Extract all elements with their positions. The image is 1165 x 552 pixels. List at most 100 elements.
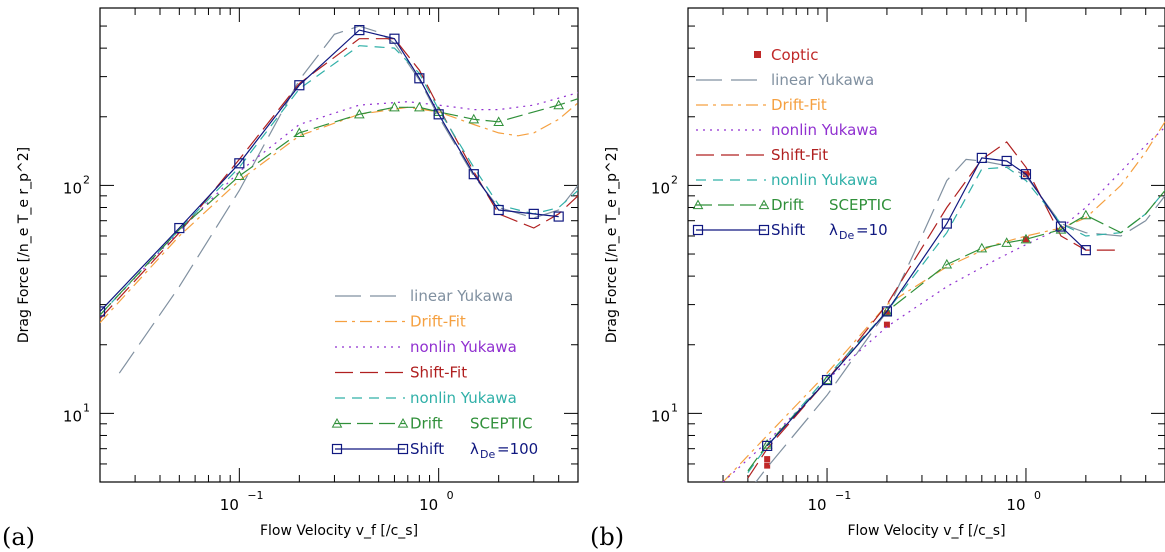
lambda-subscript: De — [480, 448, 495, 461]
x-tick-label: 10 — [419, 496, 438, 514]
series-line — [100, 102, 578, 324]
square-marker — [976, 152, 987, 164]
legend-label: nonlin Yukawa — [410, 389, 517, 407]
legend-label: Coptic — [771, 46, 818, 64]
square-marker — [941, 218, 952, 229]
series-linear-yukawa — [755, 158, 1165, 482]
series-shift-fit — [100, 38, 578, 320]
triangle-marker — [1080, 209, 1092, 220]
legend-item: nonlin Yukawa — [335, 338, 517, 356]
square-marker — [1055, 221, 1067, 232]
series-line — [100, 38, 578, 320]
square-marker — [414, 73, 425, 84]
y-tick-exponent: 2 — [83, 173, 90, 186]
y-tick-label: 10 — [651, 179, 670, 197]
series-shift-fit — [747, 141, 1121, 479]
legend-item: Drift — [331, 415, 443, 433]
square-marker — [692, 224, 704, 236]
legend-item: Drift — [692, 196, 804, 214]
legend-item: nonlin Yukawa — [696, 121, 878, 139]
legend-item: nonlin Yukawa — [696, 171, 878, 189]
series-shift — [762, 152, 1091, 451]
square-marker — [1080, 245, 1091, 256]
legend-item: Coptic — [754, 46, 818, 64]
y-axis-title: Drag Force [/n_e T_e r_p^2] — [604, 147, 620, 343]
lambda-symbol: λ — [470, 440, 479, 458]
square-marker — [881, 306, 893, 317]
series-line — [118, 25, 578, 374]
legend-label: nonlin Yukawa — [410, 338, 517, 356]
legend-label: nonlin Yukawa — [771, 121, 878, 139]
legend-item: Shift — [331, 440, 444, 458]
triangle-marker — [468, 113, 480, 124]
filled-square-marker — [764, 456, 771, 463]
square-marker — [821, 374, 833, 386]
legend-label: Drift-Fit — [771, 96, 827, 114]
legend-label: linear Yukawa — [771, 71, 874, 89]
sceptic-label: SCEPTIC — [470, 415, 533, 433]
series-line — [755, 158, 1165, 482]
x-tick-exponent: −1 — [247, 489, 263, 502]
legend-label: Drift-Fit — [410, 313, 466, 331]
legend-item: Drift-Fit — [335, 313, 466, 331]
series-drift-fit — [100, 102, 578, 324]
square-marker — [294, 80, 305, 91]
filled-square-marker — [764, 462, 771, 469]
square-marker — [528, 208, 539, 219]
series-drift-fit — [722, 121, 1165, 482]
y-tick-exponent: 2 — [671, 173, 678, 186]
series-nonlin-yukawa — [100, 45, 578, 316]
legend: linear Yukawa Drift-Fit nonlin Yukawa Shift… — [331, 287, 538, 461]
lambda-value: =100 — [497, 440, 538, 458]
y-tick-exponent: 1 — [671, 401, 678, 414]
sceptic-label: SCEPTIC — [829, 196, 892, 214]
square-marker — [389, 33, 400, 44]
triangle-marker — [331, 417, 343, 428]
y-tick-label: 10 — [651, 407, 670, 425]
triangle-marker — [414, 101, 425, 112]
triangle-marker — [976, 242, 988, 253]
filled-square-marker — [1022, 236, 1029, 243]
triangle-marker — [493, 116, 505, 126]
series-linear-yukawa — [118, 25, 578, 374]
triangle-marker — [758, 199, 770, 210]
plot-frame — [99, 7, 579, 483]
legend-item: nonlin Yukawa — [335, 389, 517, 407]
legend-item: linear Yukawa — [696, 71, 874, 89]
square-marker — [1001, 155, 1012, 167]
x-axis-title: Flow Velocity v_f [/c_s] — [260, 523, 418, 539]
triangle-marker — [389, 101, 400, 112]
legend-item: Drift-Fit — [696, 96, 827, 114]
lambda-subscript: De — [839, 229, 854, 242]
series-line — [100, 45, 578, 316]
triangle-marker — [692, 199, 704, 210]
series-line — [747, 141, 1121, 479]
x-tick-label: 10 — [807, 496, 826, 514]
y-tick-label: 10 — [63, 179, 82, 197]
square-marker — [762, 440, 773, 451]
legend-label: Shift-Fit — [771, 146, 828, 164]
series-line — [747, 190, 1165, 472]
triangle-marker — [821, 374, 833, 385]
lambda-value: =10 — [856, 221, 888, 239]
legend-item: Shift-Fit — [696, 146, 828, 164]
series-nonlin-yukawa — [747, 166, 1165, 473]
series-shift — [100, 24, 564, 317]
triangle-marker — [1001, 237, 1013, 247]
plot-frame — [687, 7, 1165, 483]
legend-label: Shift — [771, 221, 805, 239]
triangle-marker — [433, 106, 445, 117]
triangle-marker — [1020, 233, 1032, 244]
x-tick-exponent: 0 — [447, 489, 454, 502]
triangle-marker — [553, 99, 565, 110]
panel-label: (b) — [590, 523, 624, 551]
x-tick-exponent: 0 — [1034, 489, 1041, 502]
y-tick-label: 10 — [63, 407, 82, 425]
series-line — [766, 157, 1087, 447]
triangle-marker — [353, 108, 365, 119]
legend-item: Shift — [692, 221, 805, 239]
series-layer — [100, 24, 578, 374]
square-marker — [174, 222, 185, 234]
lambda-symbol: λ — [829, 221, 838, 239]
